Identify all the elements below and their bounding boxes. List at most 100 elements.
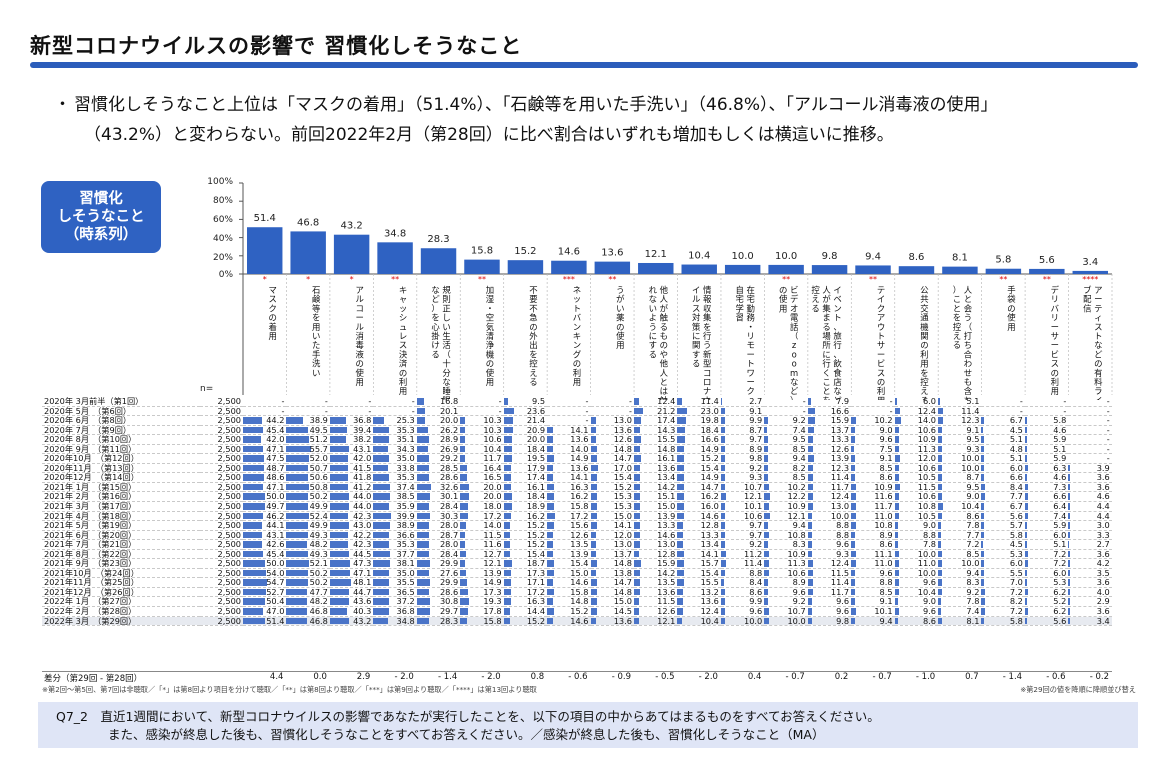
cell-value: 11.0 — [917, 558, 936, 569]
cell-value: 15.2 — [526, 520, 546, 531]
cell-bar — [329, 512, 349, 520]
diff-value: 4.4 — [269, 672, 284, 682]
cell: 50.6 — [286, 472, 330, 483]
cell-value: 5.1 — [1009, 434, 1023, 445]
cell: 6.0 — [1024, 568, 1069, 579]
cell-bar — [416, 445, 429, 453]
bar-14 — [855, 265, 891, 274]
cell: - — [547, 397, 591, 407]
cell-bar — [503, 541, 511, 548]
cell: 15.2 — [503, 616, 548, 627]
cell: 4.5 — [981, 425, 1025, 436]
cell-value: 12.4 — [917, 406, 936, 416]
category-label-char: ネ — [573, 285, 581, 295]
cell-value: 19.8 — [700, 415, 719, 426]
cell-value: 7.2 — [1053, 549, 1067, 559]
cell: 9.1 — [851, 596, 895, 608]
cell: 15.4 — [677, 568, 721, 579]
category-label-char: 行 — [703, 331, 711, 341]
cell-value: 14.8 — [613, 587, 632, 597]
cell: 18.9 — [503, 501, 548, 512]
cell-value: 35.0 — [396, 453, 415, 464]
cell-bar — [764, 474, 768, 481]
category-label-char: 鹸 — [312, 294, 321, 304]
cell-bar — [720, 426, 725, 434]
cell-bar — [633, 579, 640, 586]
cell-bar — [329, 503, 349, 510]
cell: 29.7 — [416, 606, 461, 617]
cell-value: - — [281, 406, 285, 416]
cell: 10.0 — [764, 616, 808, 627]
cell-bar — [938, 569, 943, 577]
category-label-char: ア — [355, 285, 363, 295]
cell: 3.5 — [1068, 568, 1112, 579]
cell-value: 44.0 — [353, 491, 372, 502]
cell: 5.3 — [981, 549, 1025, 560]
bar-12 — [768, 264, 804, 274]
cell-bar — [416, 474, 430, 481]
cell-bar — [590, 531, 596, 539]
cell-bar — [1024, 503, 1028, 510]
cell: 5.1 — [981, 434, 1025, 445]
cell-value: 16.1 — [657, 453, 676, 464]
cell-bar — [764, 588, 769, 596]
cell-value: 5.6 — [1053, 616, 1067, 626]
cell: 10.0 — [938, 558, 982, 569]
cell-bar — [633, 493, 641, 501]
cell-bar — [416, 455, 430, 462]
cell-value: 43.1 — [353, 444, 372, 454]
cell-value: 42.0 — [353, 453, 372, 464]
category-label-char: が — [616, 294, 625, 304]
cell-bar — [286, 445, 311, 453]
cell-value: 14.8 — [657, 444, 676, 454]
cell-value: 28.4 — [439, 549, 459, 559]
cell: - — [1024, 406, 1069, 417]
cell-value: 12.2 — [787, 491, 806, 502]
cell-bar — [807, 588, 813, 596]
cell-value: 35.9 — [396, 501, 415, 512]
cell: 12.4 — [677, 606, 721, 617]
cell-bar — [547, 426, 554, 434]
category-label-char: 手 — [1007, 285, 1015, 295]
cell-value: 8.5 — [792, 444, 806, 454]
cell: - — [1068, 453, 1112, 464]
cell: 8.8 — [720, 568, 765, 579]
cell: 8.6 — [720, 587, 765, 598]
cell-value: 10.0 — [961, 463, 980, 473]
cell-value: 7.8 — [922, 539, 936, 550]
cell-bar — [938, 608, 942, 615]
cell-value: 3.6 — [1096, 577, 1110, 588]
cell-bar — [677, 617, 682, 625]
cell: 44.5 — [329, 549, 374, 560]
cell: 13.4 — [677, 539, 721, 550]
category-label-char: が — [822, 294, 831, 304]
cell: 6.2 — [1024, 606, 1069, 617]
cell-bar — [286, 512, 310, 520]
cell: 41.2 — [329, 482, 374, 493]
cell: 28.0 — [416, 539, 461, 550]
cell-value: 4.5 — [1009, 425, 1023, 435]
cell: 7.2 — [1024, 558, 1069, 569]
category-label-char: ィ — [1094, 313, 1102, 323]
cell-bar — [981, 569, 984, 577]
cell: 28.6 — [416, 472, 461, 483]
cell: - — [1068, 444, 1112, 455]
cell-bar — [373, 550, 390, 558]
cell: 10.4 — [894, 587, 938, 598]
cell-bar — [633, 560, 641, 567]
category-label-char: ャ — [399, 294, 407, 304]
cell: 11.4 — [807, 577, 852, 588]
cell-bar — [286, 436, 309, 443]
cell-bar — [373, 426, 389, 434]
category-label-char: う — [649, 322, 657, 332]
category-label-char: 用 — [1007, 322, 1015, 332]
cell-bar — [764, 531, 769, 539]
cell-value: 12.4 — [830, 558, 850, 569]
diff-row: 差分（第29回 - 第28回） 4.4 0.0 2.9- 2.0- 1.4- 2.0 0… — [42, 671, 1112, 684]
table-row: 2021年 8月 （第22回） 2,500 45.4 49.3 44.5 37.7 28.4… — [42, 549, 1112, 560]
cell-bar — [720, 398, 722, 405]
cell-bar — [1068, 550, 1070, 558]
cell: 10.9 — [851, 482, 895, 493]
cell: 50.0 — [243, 491, 287, 502]
cell-value: 32.6 — [439, 482, 459, 492]
